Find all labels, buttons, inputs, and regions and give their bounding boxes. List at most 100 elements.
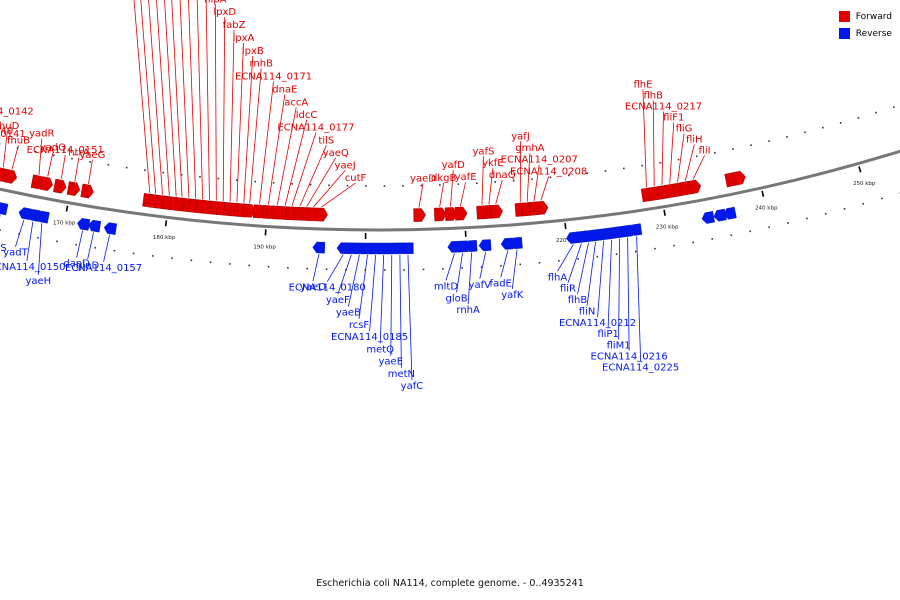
forward-gene-label[interactable]: yafE: [455, 172, 477, 183]
forward-gene-label[interactable]: yafD: [442, 160, 466, 171]
forward-gene-label[interactable]: fhuB: [7, 135, 30, 146]
forward-gene-label[interactable]: dkgB: [431, 173, 456, 184]
forward-gene-arrow[interactable]: [732, 170, 746, 186]
forward-gene-label[interactable]: lpxB: [242, 46, 264, 57]
reverse-gene-label[interactable]: fliM1: [607, 340, 631, 351]
forward-gene-label[interactable]: htrA: [68, 148, 89, 159]
reverse-gene-label[interactable]: flhA: [548, 272, 568, 283]
forward-gene-label[interactable]: ECNA114_0141: [0, 129, 26, 140]
reverse-gene-arrow[interactable]: [464, 240, 478, 252]
forward-gene-label[interactable]: ECNA114_0140: [0, 126, 13, 137]
forward-gene-label[interactable]: dnaQ: [489, 170, 516, 181]
forward-gene-label[interactable]: yafS: [473, 146, 495, 157]
forward-gene-label[interactable]: dnaE: [272, 84, 297, 95]
forward-gene-label[interactable]: rnhB: [249, 59, 273, 70]
forward-gene-arrow[interactable]: [315, 207, 328, 222]
reverse-gene-label[interactable]: ECNA114_0180: [289, 283, 366, 294]
reverse-gene-label[interactable]: fliR: [560, 284, 576, 295]
reverse-gene-label[interactable]: yaeF: [326, 295, 350, 306]
forward-gene-label[interactable]: lpxD: [213, 7, 236, 18]
reverse-gene-label[interactable]: rcsF: [349, 320, 370, 331]
forward-gene-arrow[interactable]: [687, 179, 702, 195]
forward-gene-label[interactable]: flhB: [643, 91, 663, 102]
forward-gene-label[interactable]: ECNA114_0142: [0, 107, 34, 118]
forward-gene-arrow[interactable]: [454, 206, 468, 221]
forward-gene-label[interactable]: fliH: [686, 134, 703, 145]
forward-gene-label[interactable]: ykfE: [482, 158, 504, 169]
reverse-gene-arrow[interactable]: [478, 239, 492, 252]
reverse-gene-label[interactable]: ECNA114_0225: [602, 363, 679, 374]
reverse-gene-label[interactable]: yafC: [401, 381, 424, 392]
forward-gene-label[interactable]: ldcC: [296, 110, 318, 121]
reverse-gene-label[interactable]: yafK: [501, 290, 524, 301]
forward-gene-label[interactable]: hlpA: [204, 0, 226, 5]
reverse-gene-arrow[interactable]: [103, 222, 118, 235]
forward-gene-arrow[interactable]: [413, 208, 426, 222]
forward-gene-label[interactable]: cutF: [345, 173, 367, 184]
reverse-gene-label[interactable]: ECNA114_0212: [559, 318, 636, 329]
forward-gene-label[interactable]: gmhA: [515, 143, 544, 154]
reverse-gene-label[interactable]: yaeB: [336, 308, 361, 319]
reverse-gene-label[interactable]: fliP1: [597, 329, 618, 340]
forward-gene-label[interactable]: tilS: [318, 135, 334, 146]
forward-gene-label[interactable]: yadR: [29, 129, 54, 140]
forward-gene-label[interactable]: yadQ: [40, 143, 66, 154]
reverse-gene-label[interactable]: yafV: [469, 280, 492, 291]
reverse-gene-label[interactable]: glnD: [76, 260, 99, 271]
reverse-gene-arrow[interactable]: [713, 208, 727, 222]
reverse-gene-label[interactable]: mltD: [434, 281, 458, 292]
forward-gene-label[interactable]: yaeD: [410, 174, 436, 185]
forward-gene-label[interactable]: fliI: [699, 145, 711, 156]
reverse-gene-label[interactable]: fadE: [490, 278, 512, 289]
reverse-gene-arrow[interactable]: [36, 210, 50, 224]
forward-gene-arrow[interactable]: [39, 176, 53, 191]
forward-gene-label[interactable]: lpxA: [232, 33, 254, 44]
forward-gene-label[interactable]: ECNA114_0217: [625, 102, 702, 113]
forward-gene-label[interactable]: yafJ: [511, 131, 530, 142]
reverse-gene-arrow[interactable]: [701, 211, 715, 224]
forward-gene-arrow[interactable]: [53, 178, 67, 194]
reverse-gene-label[interactable]: dapD: [63, 259, 90, 270]
reverse-gene-label[interactable]: ECNA114_0150: [0, 262, 65, 273]
forward-gene-arrow[interactable]: [3, 168, 18, 184]
forward-gene-arrow[interactable]: [433, 207, 447, 222]
reverse-gene-arrow[interactable]: [509, 236, 523, 250]
forward-gene-label[interactable]: accA: [284, 97, 308, 108]
reverse-gene-label[interactable]: yadS: [0, 243, 7, 254]
reverse-gene-arrow[interactable]: [87, 219, 102, 233]
forward-gene-label[interactable]: yaeQ: [323, 148, 349, 159]
reverse-gene-arrow[interactable]: [312, 241, 326, 254]
forward-gene-label[interactable]: ECNA114_0151: [27, 145, 104, 156]
reverse-gene-label[interactable]: yaeO: [300, 282, 326, 293]
forward-gene-arrow[interactable]: [80, 183, 94, 199]
reverse-gene-label[interactable]: metN: [388, 369, 415, 380]
forward-gene-arrow[interactable]: [535, 200, 549, 216]
reverse-gene-arrow[interactable]: [629, 223, 643, 236]
forward-gene-label[interactable]: ECNA114_0208: [510, 166, 587, 177]
reverse-gene-arrow[interactable]: [0, 202, 9, 216]
forward-gene-label[interactable]: ECNA114_0207: [501, 155, 578, 166]
forward-gene-label[interactable]: fliG: [676, 124, 693, 135]
reverse-gene-label[interactable]: ECNA114_0185: [331, 332, 408, 343]
reverse-gene-label[interactable]: flhB: [568, 295, 588, 306]
reverse-gene-label[interactable]: ECNA114_0216: [591, 352, 668, 363]
reverse-gene-label[interactable]: yaeE: [379, 357, 404, 368]
forward-gene-label[interactable]: flhE: [633, 79, 652, 90]
forward-gene-label[interactable]: fliF1: [663, 113, 684, 124]
reverse-gene-label[interactable]: metQ: [366, 344, 394, 355]
forward-gene-label[interactable]: ECNA114_0171: [235, 72, 312, 83]
reverse-gene-label[interactable]: ECNA114_0157: [65, 263, 142, 274]
reverse-gene-label[interactable]: yaeH: [25, 276, 51, 287]
forward-gene-label[interactable]: ECNA114_0177: [277, 123, 354, 134]
forward-gene-label[interactable]: fabZ: [223, 20, 246, 31]
reverse-gene-arrow[interactable]: [401, 242, 414, 255]
reverse-gene-arrow[interactable]: [77, 218, 91, 231]
forward-gene-label[interactable]: yaeJ: [335, 161, 356, 172]
forward-gene-label[interactable]: ECNA114_0139: [0, 123, 2, 134]
reverse-gene-label[interactable]: rnhA: [456, 305, 480, 316]
forward-gene-arrow[interactable]: [66, 181, 81, 196]
forward-gene-label[interactable]: fhuD: [0, 121, 20, 132]
reverse-gene-label[interactable]: fliN: [579, 307, 596, 318]
reverse-gene-label[interactable]: yadT: [3, 248, 28, 259]
forward-gene-label[interactable]: yaeG: [79, 150, 105, 161]
